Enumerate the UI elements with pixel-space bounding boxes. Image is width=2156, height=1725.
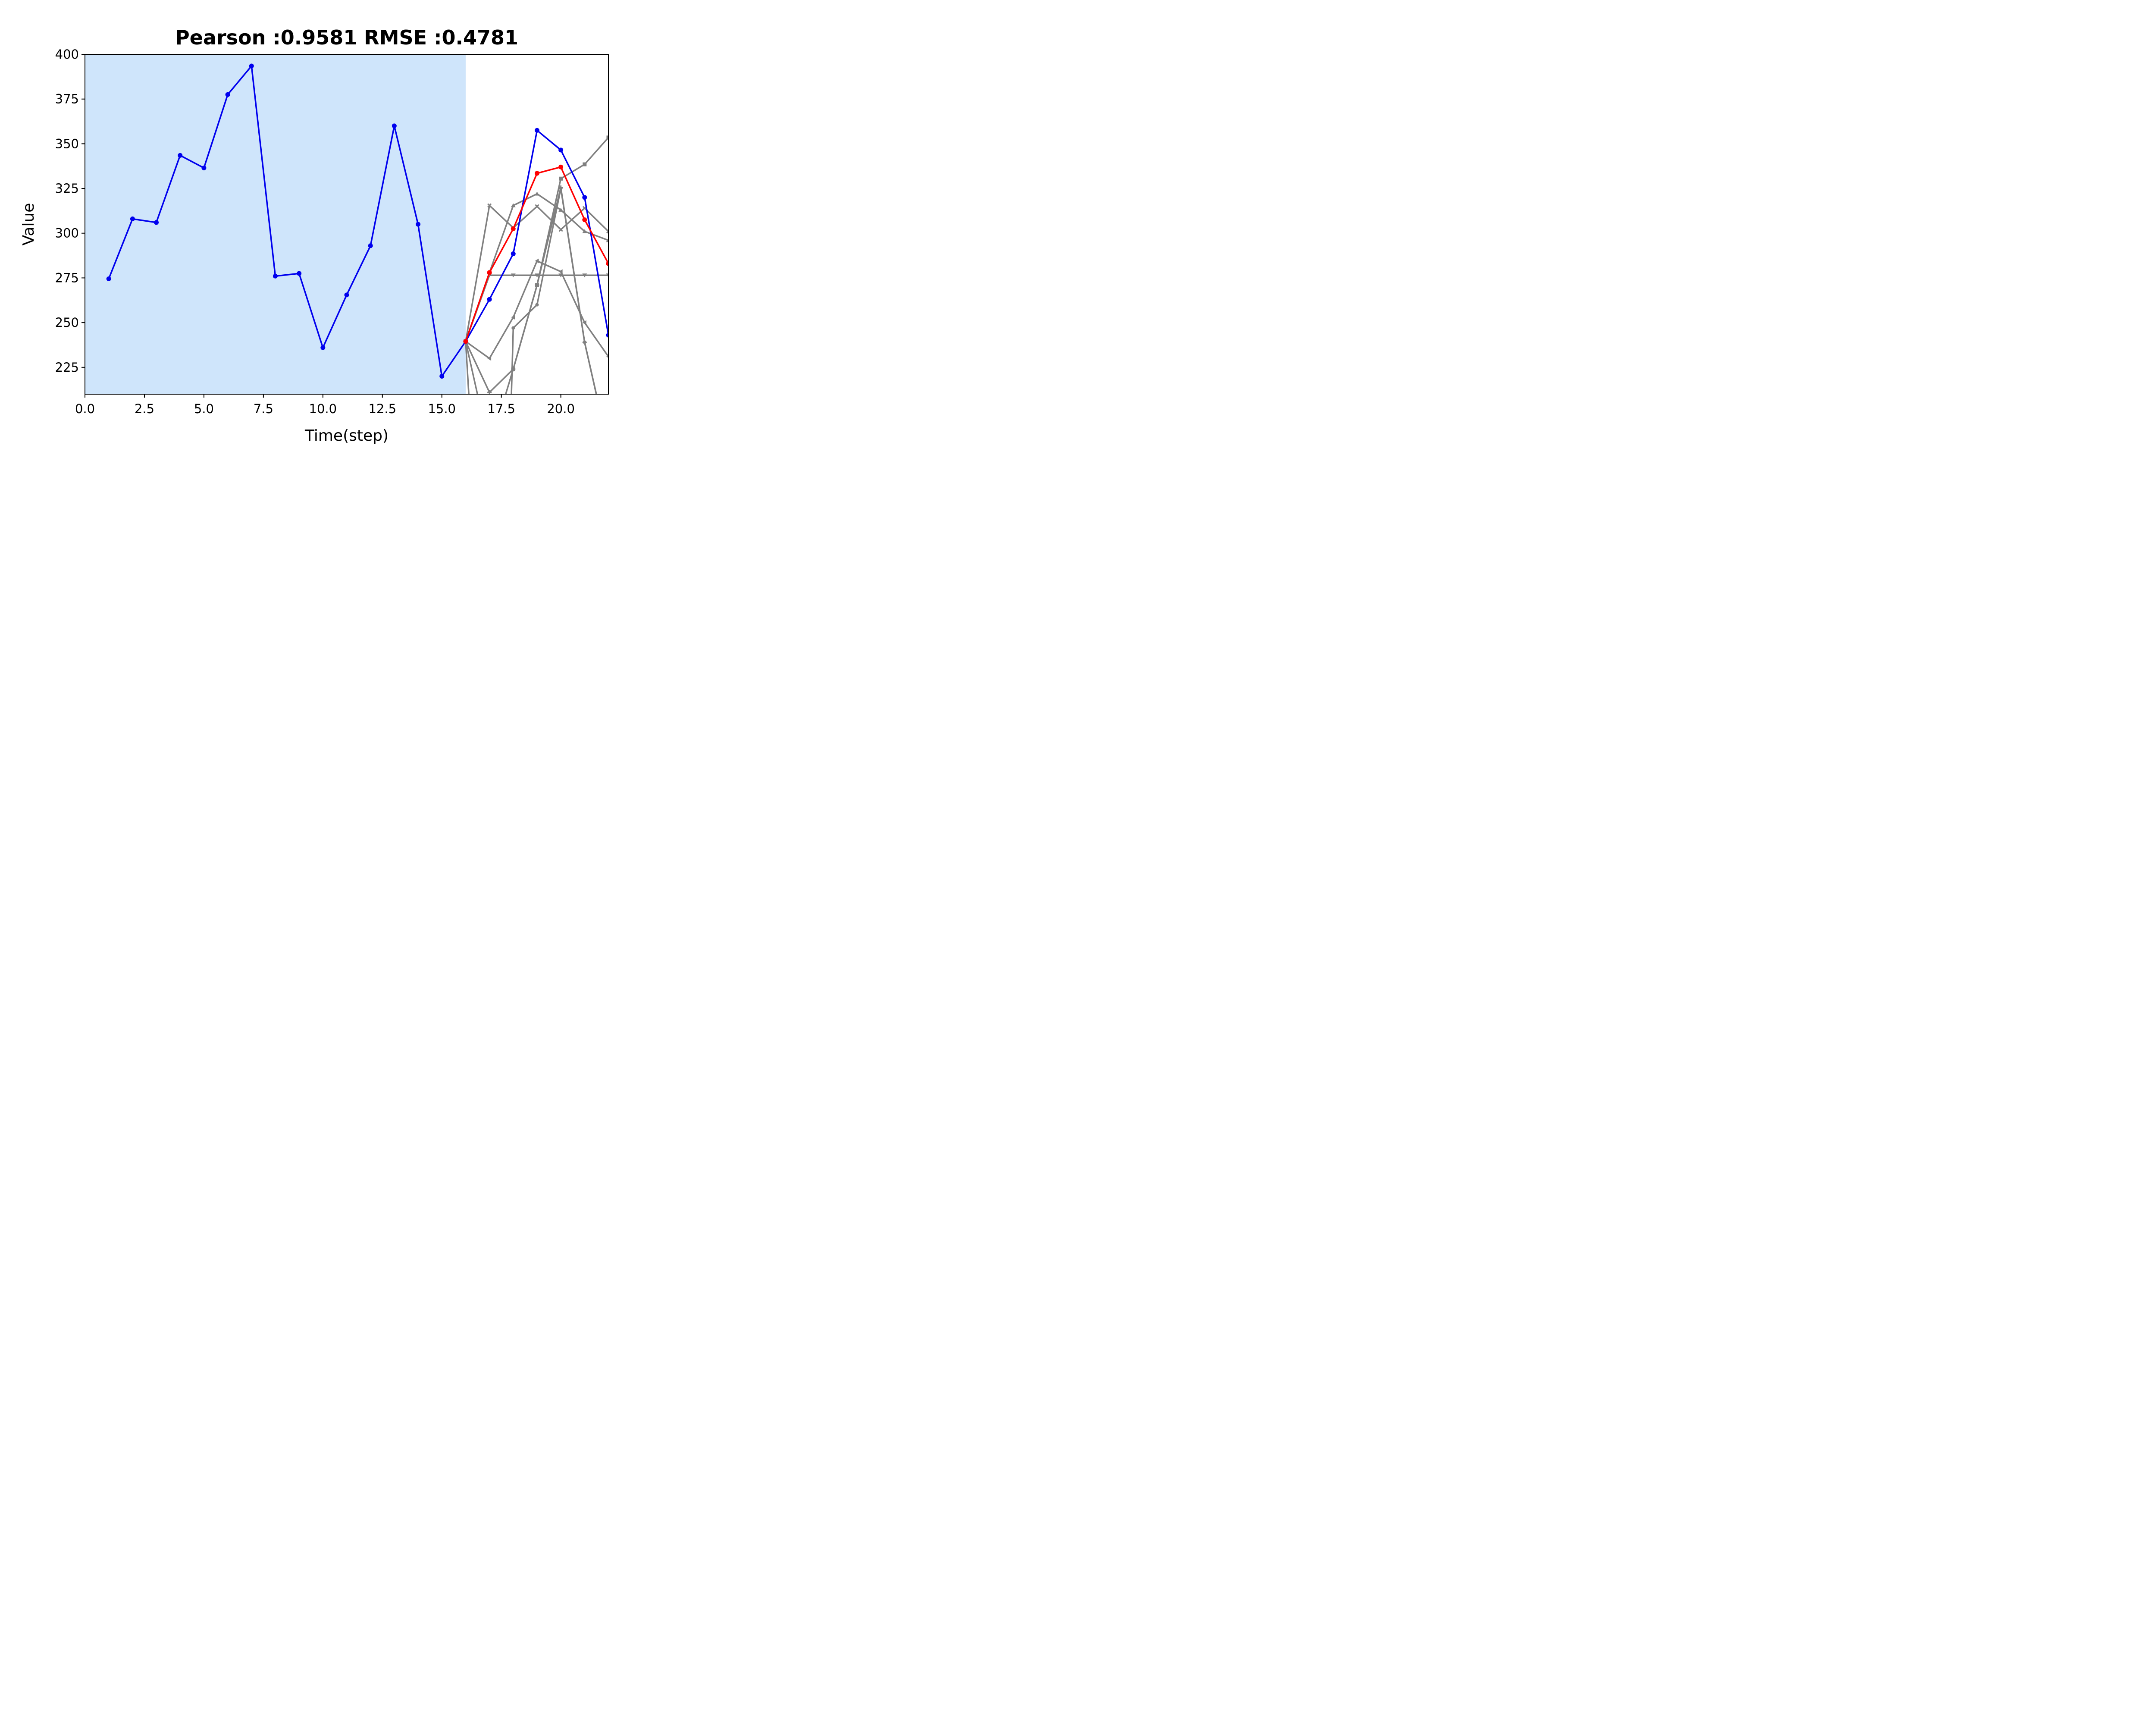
y-tick-label: 250 — [55, 315, 79, 330]
data-point — [511, 326, 515, 330]
data-point — [511, 315, 515, 320]
data-point — [606, 261, 608, 266]
series-sample — [464, 187, 610, 449]
data-point — [606, 332, 608, 338]
history-region-shade — [85, 54, 466, 394]
data-point — [606, 355, 608, 358]
x-tick-label: 5.0 — [194, 401, 214, 416]
data-point — [487, 203, 492, 208]
series-layer — [106, 63, 611, 450]
y-tick-label: 225 — [55, 360, 79, 375]
data-point — [178, 153, 183, 158]
x-tick-label: 17.5 — [487, 401, 515, 416]
data-point — [558, 227, 563, 232]
data-point — [154, 220, 159, 225]
series-line — [465, 188, 597, 394]
x-tick-label: 0.0 — [75, 401, 95, 416]
data-point — [511, 203, 516, 207]
y-tick-label: 375 — [55, 92, 79, 107]
data-point — [558, 147, 564, 153]
data-point — [582, 229, 587, 233]
y-tick-label: 350 — [55, 136, 79, 151]
data-point — [201, 165, 207, 170]
data-point — [297, 271, 302, 276]
x-axis-ticks: 0.0 2.5 5.0 7.5 10.0 12.5 15.0 17.5 20.0 — [75, 394, 575, 416]
data-point — [534, 191, 539, 196]
data-point — [582, 320, 586, 325]
data-point — [582, 217, 587, 223]
data-point — [106, 276, 111, 281]
data-point — [511, 251, 516, 256]
data-point — [606, 238, 608, 242]
series-forecast — [463, 164, 608, 344]
data-point — [558, 269, 563, 274]
x-tick-label: 2.5 — [135, 401, 154, 416]
line-chart: 0.0 2.5 5.0 7.5 10.0 12.5 15.0 17.5 20.0 2252502… — [20, 26, 611, 450]
data-point — [130, 216, 135, 222]
data-point — [534, 171, 539, 176]
data-point — [344, 292, 349, 298]
data-point — [606, 445, 611, 450]
plot-frame — [85, 54, 609, 395]
y-tick-label: 275 — [55, 270, 79, 285]
y-tick-label: 325 — [55, 181, 79, 196]
data-point — [606, 229, 608, 234]
y-tick-label: 300 — [55, 226, 79, 241]
data-point — [559, 176, 563, 181]
data-point — [535, 303, 539, 307]
data-point — [368, 243, 373, 248]
data-point — [535, 258, 539, 263]
data-point — [487, 270, 492, 275]
data-point — [606, 273, 608, 278]
data-point — [416, 222, 421, 227]
data-point — [582, 195, 587, 200]
data-point — [249, 63, 254, 69]
data-point — [273, 273, 278, 279]
x-axis-label: Time(step) — [304, 427, 389, 445]
data-point — [582, 273, 587, 278]
data-point — [559, 187, 563, 191]
series-actual — [106, 63, 608, 379]
data-point — [606, 135, 608, 140]
data-point — [535, 204, 539, 209]
data-point — [487, 356, 492, 361]
data-point — [534, 128, 539, 133]
data-point — [535, 283, 539, 288]
data-point — [511, 226, 516, 231]
chart-container: 0.0 2.5 5.0 7.5 10.0 12.5 15.0 17.5 20.0 225 250 2… — [0, 0, 668, 453]
x-tick-label: 7.5 — [254, 401, 273, 416]
x-tick-label: 15.0 — [428, 401, 456, 416]
data-point — [583, 162, 587, 166]
data-point — [558, 164, 564, 169]
data-point — [583, 340, 586, 344]
data-point — [607, 446, 610, 449]
data-point — [511, 273, 516, 278]
y-axis-ticks: 225 250 275 300 325 350 375 400 — [55, 47, 85, 375]
data-point — [558, 207, 564, 212]
series-sample — [463, 273, 608, 344]
data-point — [488, 446, 492, 450]
x-tick-label: 20.0 — [547, 401, 575, 416]
data-point — [534, 273, 539, 278]
x-tick-label: 10.0 — [309, 401, 337, 416]
data-point — [320, 345, 326, 350]
series-line — [108, 65, 608, 377]
data-point — [487, 297, 492, 302]
data-point — [439, 374, 445, 379]
data-point — [392, 123, 397, 129]
x-tick-label: 12.5 — [368, 401, 396, 416]
y-tick-label: 400 — [55, 47, 79, 62]
chart-title: Pearson :0.9581 RMSE :0.4781 — [175, 26, 518, 49]
y-axis-label: Value — [20, 203, 38, 246]
data-point — [463, 339, 468, 344]
data-point — [225, 92, 230, 97]
